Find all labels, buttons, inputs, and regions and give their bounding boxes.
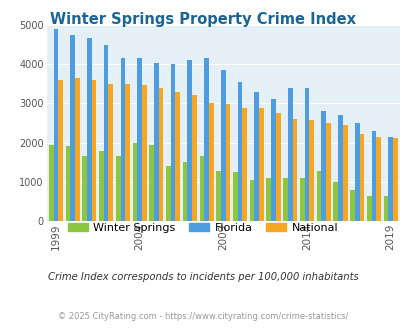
Bar	[271, 99, 275, 221]
Text: © 2025 CityRating.com - https://www.cityrating.com/crime-statistics/: © 2025 CityRating.com - https://www.city…	[58, 312, 347, 321]
Bar	[337, 115, 342, 221]
Bar	[287, 87, 292, 221]
Bar	[53, 29, 58, 221]
Bar	[49, 145, 53, 221]
Bar	[120, 58, 125, 221]
Bar	[354, 123, 359, 221]
Bar	[209, 103, 213, 221]
Bar	[171, 64, 175, 221]
Bar	[87, 39, 92, 221]
Bar	[204, 58, 209, 221]
Bar	[187, 60, 192, 221]
Bar	[175, 91, 180, 221]
Bar	[99, 151, 104, 221]
Bar	[108, 84, 113, 221]
Bar	[388, 137, 392, 221]
Bar	[249, 180, 254, 221]
Bar	[254, 92, 258, 221]
Bar	[232, 172, 237, 221]
Bar	[75, 78, 79, 221]
Bar	[333, 182, 337, 221]
Bar	[166, 166, 171, 221]
Bar	[366, 196, 371, 221]
Bar	[66, 146, 70, 221]
Bar	[383, 196, 388, 221]
Bar	[321, 111, 325, 221]
Bar	[125, 84, 130, 221]
Bar	[325, 123, 330, 221]
Bar	[266, 178, 271, 221]
Bar	[199, 156, 204, 221]
Text: Winter Springs Property Crime Index: Winter Springs Property Crime Index	[50, 12, 355, 26]
Bar	[70, 35, 75, 221]
Bar	[149, 145, 153, 221]
Bar	[137, 58, 142, 221]
Bar	[258, 108, 263, 221]
Bar	[216, 171, 220, 221]
Bar	[392, 138, 397, 221]
Bar	[283, 178, 287, 221]
Text: Crime Index corresponds to incidents per 100,000 inhabitants: Crime Index corresponds to incidents per…	[47, 272, 358, 282]
Bar	[316, 171, 321, 221]
Bar	[225, 104, 230, 221]
Bar	[309, 120, 313, 221]
Bar	[58, 80, 63, 221]
Bar	[371, 131, 375, 221]
Bar	[242, 108, 247, 221]
Bar	[292, 119, 296, 221]
Bar	[182, 162, 187, 221]
Bar	[237, 82, 242, 221]
Bar	[92, 80, 96, 221]
Bar	[132, 143, 137, 221]
Bar	[299, 178, 304, 221]
Bar	[158, 88, 163, 221]
Legend: Winter Springs, Florida, National: Winter Springs, Florida, National	[63, 218, 342, 237]
Bar	[153, 63, 158, 221]
Bar	[115, 156, 120, 221]
Bar	[359, 134, 363, 221]
Bar	[220, 70, 225, 221]
Bar	[104, 45, 108, 221]
Bar	[82, 156, 87, 221]
Bar	[304, 87, 309, 221]
Bar	[342, 125, 347, 221]
Bar	[350, 190, 354, 221]
Bar	[375, 137, 380, 221]
Bar	[192, 95, 196, 221]
Bar	[275, 113, 280, 221]
Bar	[142, 85, 146, 221]
